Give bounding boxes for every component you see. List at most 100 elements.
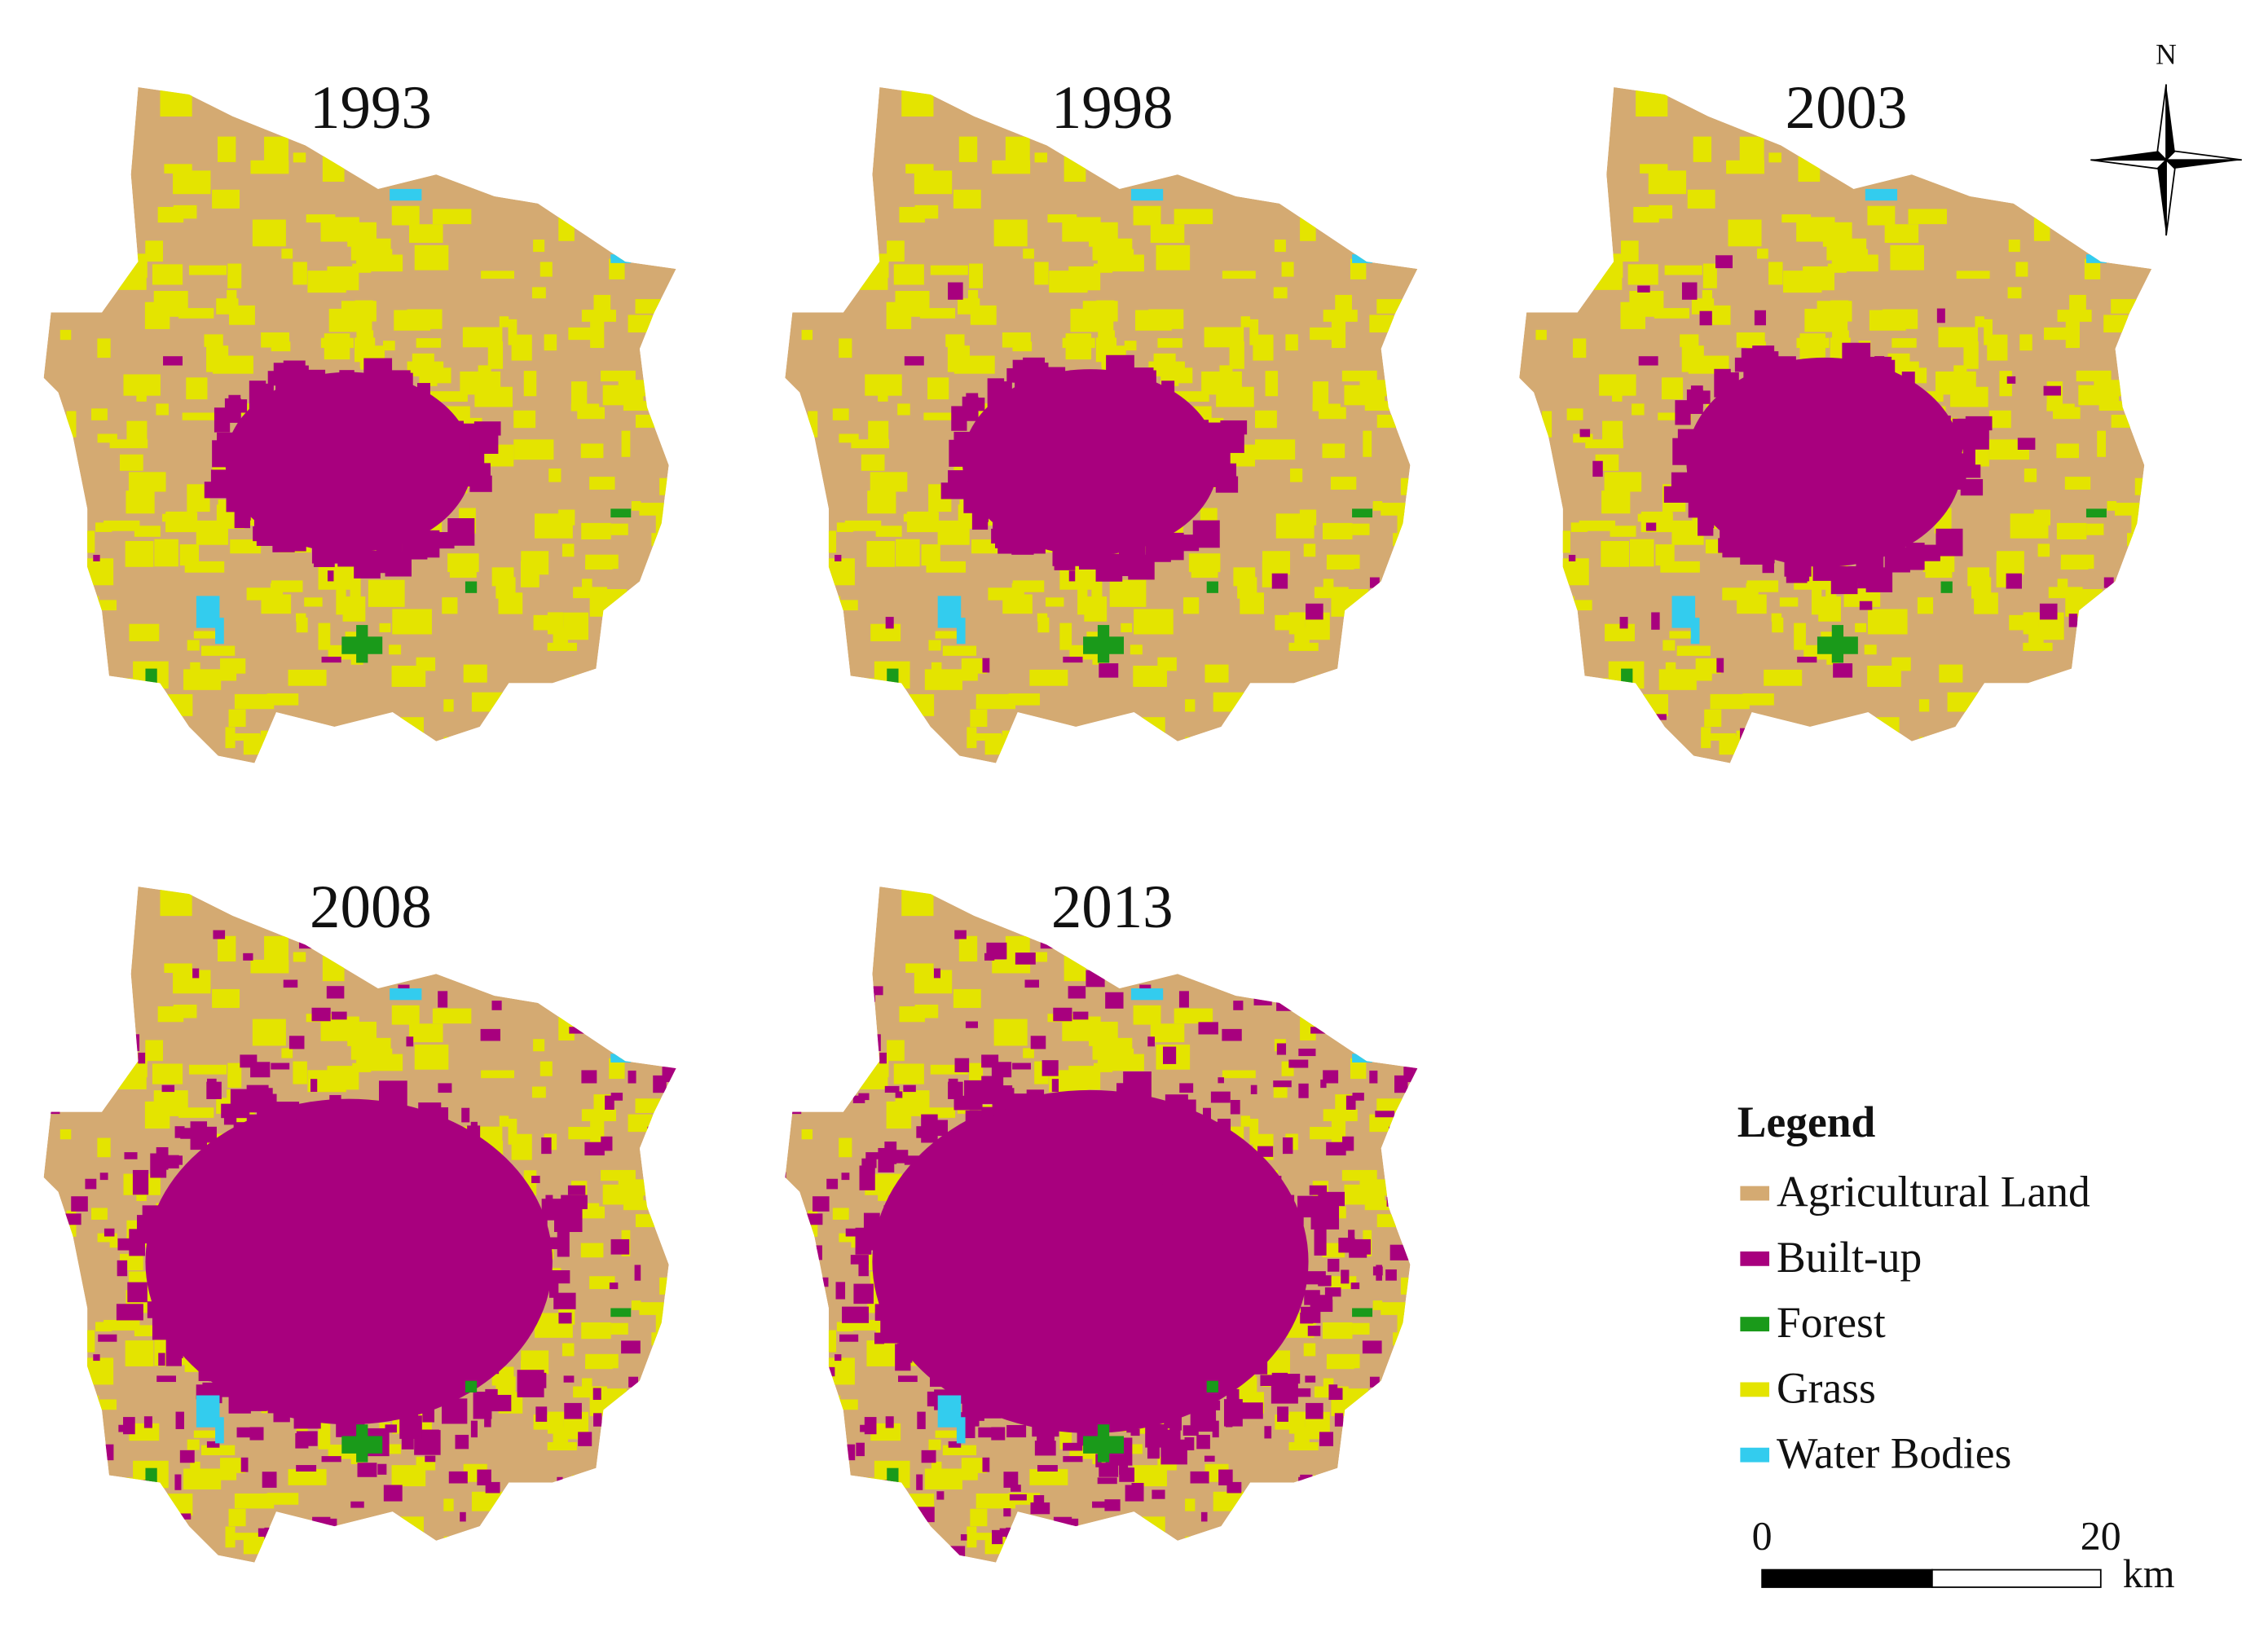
grass-patch [581,579,592,593]
forest-patch [1097,625,1110,663]
grass-patch [318,564,355,590]
built-up-patch [1272,1230,1281,1245]
grass-patch [231,733,261,741]
grass-patch [1544,677,1569,693]
built-up-patch [1389,1244,1409,1260]
grass-patch [1403,712,1418,723]
built-up-patch [460,1329,476,1337]
legend-label: Agricultural Land [1777,1168,2090,1216]
built-up-patch [959,1349,967,1362]
built-up-edge [1145,536,1171,562]
built-up-patch [1652,714,1667,720]
built-up-patch [734,1225,748,1243]
built-up-patch [1392,1362,1405,1373]
built-up-patch [311,1007,331,1022]
grass-patch [801,530,837,553]
grass-patch [471,1491,506,1511]
built-up-patch [1071,1094,1083,1104]
arrow-part [2164,150,2242,161]
built-up-patch [1276,1043,1287,1055]
built-up-patch [103,1522,112,1530]
built-up-patch [790,1087,799,1105]
grass-patch [858,711,896,734]
grass-patch [2076,370,2112,382]
grass-patch [814,693,839,719]
built-up-patch [1020,1342,1037,1357]
grass-patch [786,578,821,587]
grass-patch [590,320,605,349]
built-up-patch [751,1327,762,1335]
built-up-patch [930,1310,937,1324]
grass-patch [1728,219,1762,247]
grass-patch [1704,709,1722,728]
built-up-patch [85,1178,97,1190]
grass-patch [1077,587,1088,615]
built-up-edge [155,1224,167,1244]
built-up-patch [1109,1126,1127,1140]
grass-patch [179,544,200,566]
built-up-patch [1180,1203,1191,1217]
grass-patch [1676,645,1711,656]
built-up-patch [434,1326,441,1339]
map-title: 2003 [1786,74,1908,142]
built-up-patch [221,1253,242,1261]
built-up-patch [477,1469,491,1486]
grass-patch [156,403,169,416]
built-up-patch [1200,926,1215,943]
grass-patch [1403,1511,1418,1522]
built-up-patch [960,1344,973,1356]
grass-patch [1397,510,1418,538]
built-up-patch [1386,1197,1406,1207]
grass-patch [975,693,1016,710]
built-up-patch [797,1409,807,1426]
grass-patch [534,513,573,539]
grass-patch [1764,669,1803,686]
grass-patch [893,264,924,285]
built-up-patch [1727,435,1741,447]
built-up-patch [1099,663,1119,678]
grass-patch [1331,320,1346,349]
built-up-edge [168,1339,183,1358]
grass-patch [85,1357,114,1385]
grass-patch [1548,693,1573,719]
grass-patch [919,308,956,319]
grass-patch [1064,156,1086,183]
built-up-patch [425,1455,436,1463]
grass-patch [1222,1070,1256,1079]
built-up-patch [1051,1079,1059,1093]
built-up-edge [132,1169,149,1195]
built-up-patch [1152,1375,1172,1388]
built-up-patch [1328,1384,1338,1401]
built-up-patch [1033,1579,1040,1590]
built-up-patch [491,1001,502,1010]
built-up-patch [601,1136,613,1151]
built-up-patch [1403,1067,1414,1083]
built-up-patch [915,1507,935,1523]
built-up-patch [1177,419,1190,429]
built-up-patch [93,554,100,561]
grass-patch [601,1169,636,1181]
built-up-patch [1092,1501,1106,1508]
built-up-patch [169,1269,175,1284]
grass-patch [212,189,240,209]
built-up-edge [387,370,411,383]
grass-patch [1757,249,1768,259]
grass-patch [1331,1120,1346,1148]
built-up-patch [438,1356,451,1374]
grass-patch [1300,214,1316,241]
grass-patch [1595,253,1623,278]
grass-patch [610,523,628,535]
grass-patch [669,351,676,363]
grass-patch [266,693,299,706]
grass-patch [581,310,617,322]
grass-patch [581,1322,611,1340]
built-up-edge [1073,538,1094,553]
grass-patch [1104,1054,1144,1071]
built-up-patch [486,1183,504,1197]
built-up-patch [1036,1110,1046,1120]
built-up-patch [895,1258,906,1269]
land-cover [1519,87,2152,763]
built-up-patch [991,1304,1012,1313]
built-up-patch [1304,992,1319,1005]
built-up-patch [134,1480,153,1493]
